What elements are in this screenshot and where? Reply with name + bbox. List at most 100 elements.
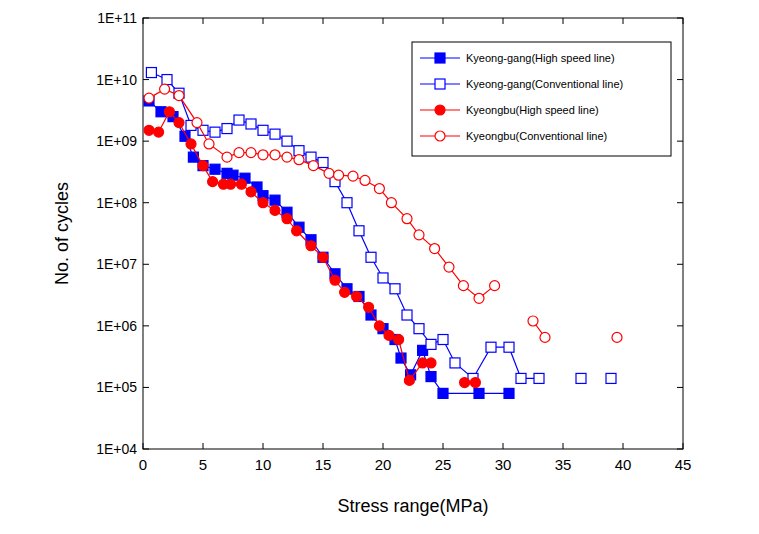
data-point (426, 358, 436, 368)
data-point (306, 241, 316, 251)
data-point (612, 332, 622, 342)
x-tick-top (443, 18, 444, 24)
x-tick-label: 40 (615, 456, 632, 473)
x-tick-top (203, 18, 204, 24)
legend-marker (435, 105, 445, 115)
data-point (146, 68, 156, 78)
data-point (516, 373, 526, 383)
x-tick (503, 443, 504, 449)
legend-label: Kyeong-gang(High speed line) (466, 52, 615, 64)
data-point (384, 330, 394, 340)
data-point (186, 139, 196, 149)
x-tick-label: 35 (555, 456, 572, 473)
x-tick (383, 443, 384, 449)
x-tick-top (503, 18, 504, 24)
y-tick-right (677, 141, 683, 142)
data-point (340, 287, 350, 297)
y-tick-right (677, 18, 683, 19)
data-point (606, 373, 616, 383)
data-point (270, 150, 280, 160)
data-point (282, 152, 292, 162)
data-point (270, 129, 280, 139)
data-point (198, 161, 208, 171)
x-tick (263, 443, 264, 449)
legend-marker (435, 79, 445, 89)
y-tick (143, 79, 149, 80)
data-point (504, 342, 514, 352)
data-point (444, 262, 454, 272)
data-point (270, 205, 280, 215)
data-point (430, 244, 440, 254)
data-point (402, 214, 412, 224)
data-point (334, 170, 344, 180)
data-point (458, 281, 468, 291)
x-tick-label: 5 (199, 456, 207, 473)
y-tick-label: 1E+06 (96, 318, 137, 334)
data-point (386, 198, 396, 208)
data-point (426, 339, 436, 349)
data-point (366, 252, 376, 262)
y-tick (143, 264, 149, 265)
y-tick-right (677, 449, 683, 450)
data-point (460, 378, 470, 388)
data-point (246, 148, 256, 158)
data-point (438, 335, 448, 345)
x-tick-top (323, 18, 324, 24)
legend-label: Kyeongbu(Conventional line) (466, 130, 607, 142)
data-point (378, 273, 388, 283)
y-tick-right (677, 79, 683, 80)
y-axis-title: No. of cycles (52, 182, 72, 285)
plot-frame (143, 18, 683, 449)
data-point (246, 119, 256, 129)
data-point (528, 316, 538, 326)
x-axis-title: Stress range(MPa) (337, 496, 488, 516)
data-point (486, 342, 496, 352)
data-point (292, 226, 302, 236)
data-point (354, 226, 364, 236)
legend-marker (435, 53, 445, 63)
x-tick (323, 443, 324, 449)
data-point (208, 177, 218, 187)
data-point (258, 125, 268, 135)
data-point (414, 230, 424, 240)
data-point (174, 118, 184, 128)
series (146, 68, 616, 384)
x-tick-label: 30 (495, 456, 512, 473)
data-point (342, 198, 352, 208)
data-point (228, 170, 238, 180)
x-tick (443, 443, 444, 449)
data-point (438, 388, 448, 398)
legend-box (412, 42, 671, 156)
data-point (222, 152, 232, 162)
data-point (174, 91, 184, 101)
y-tick (143, 449, 149, 450)
data-point (474, 388, 484, 398)
data-point (282, 136, 292, 146)
data-point (534, 373, 544, 383)
data-point (234, 148, 244, 158)
y-tick (143, 325, 149, 326)
y-tick (143, 202, 149, 203)
x-tick-top (623, 18, 624, 24)
data-point (450, 358, 460, 368)
data-point (222, 124, 232, 134)
x-tick (143, 443, 144, 449)
x-tick (203, 443, 204, 449)
data-point (234, 115, 244, 125)
x-tick-label: 25 (435, 456, 452, 473)
data-point (330, 275, 340, 285)
data-point (308, 161, 318, 171)
data-point (318, 157, 328, 167)
data-point (154, 127, 164, 137)
data-point (360, 175, 370, 185)
data-point (348, 171, 358, 181)
y-tick (143, 141, 149, 142)
data-point (352, 291, 362, 301)
y-tick-label: 1E+10 (96, 72, 137, 88)
x-tick (563, 443, 564, 449)
x-tick-label: 0 (139, 456, 147, 473)
legend-marker (435, 131, 445, 141)
y-tick-label: 1E+09 (96, 133, 137, 149)
data-point (402, 310, 412, 320)
x-tick-top (263, 18, 264, 24)
